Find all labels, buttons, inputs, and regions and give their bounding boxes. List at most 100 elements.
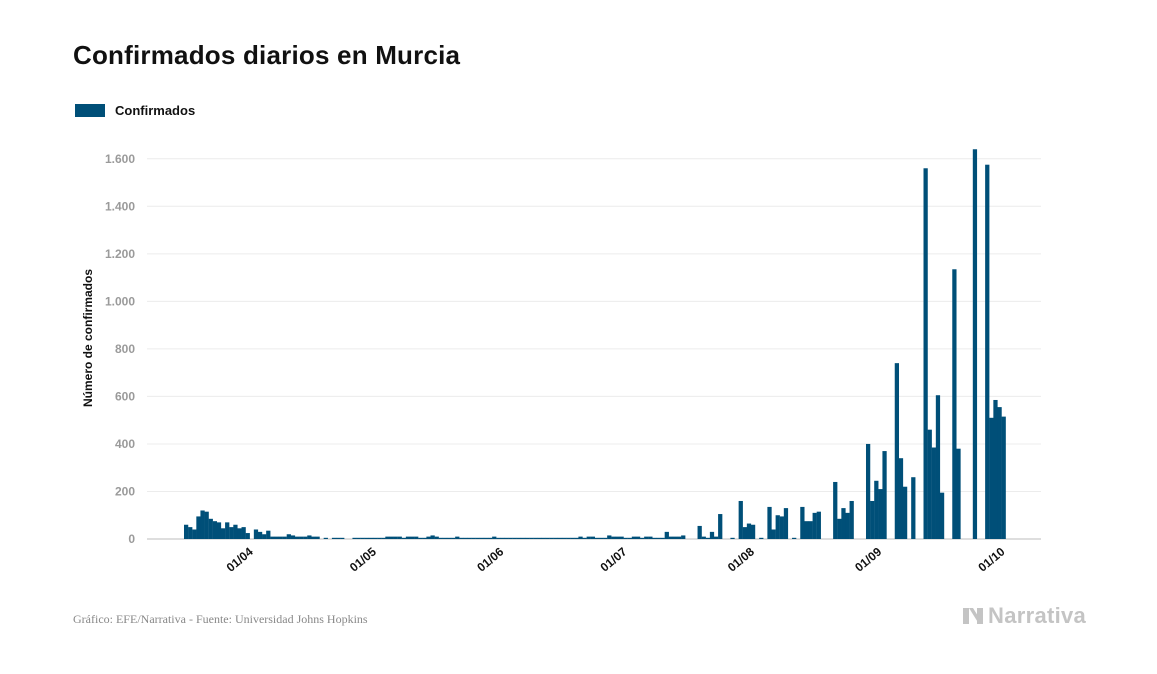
bar	[385, 536, 390, 539]
bar	[479, 537, 485, 539]
bar	[488, 537, 493, 539]
legend-label: Confirmados	[115, 103, 196, 118]
y-tick-label: 800	[115, 342, 135, 356]
bar	[389, 536, 394, 539]
bar	[212, 521, 218, 539]
bar	[459, 537, 464, 539]
bar	[520, 537, 526, 539]
bar	[775, 515, 780, 539]
bar	[833, 481, 838, 539]
bar	[500, 537, 505, 539]
bar	[750, 524, 756, 539]
bar	[405, 536, 411, 539]
bar	[590, 536, 595, 539]
bar	[438, 537, 443, 539]
bar	[290, 535, 296, 539]
bar	[1001, 416, 1006, 539]
x-tick-label: 01/08	[725, 544, 757, 574]
bar	[529, 537, 534, 539]
bar	[607, 535, 612, 539]
bar	[377, 537, 382, 539]
bar	[414, 536, 419, 539]
bar	[549, 537, 554, 539]
bar	[266, 530, 271, 539]
bar	[783, 508, 789, 539]
bar	[894, 363, 900, 539]
x-tick-label: 01/04	[224, 544, 256, 574]
footer-source: Gráfico: EFE/Narrativa - Fuente: Univers…	[73, 612, 368, 626]
bar	[331, 537, 337, 539]
bar	[594, 537, 600, 539]
bar	[742, 527, 747, 539]
bar	[578, 536, 583, 539]
bar	[623, 537, 628, 539]
bar	[381, 537, 386, 539]
narrativa-logo-icon	[963, 608, 983, 624]
x-tick-label: 01/10	[975, 544, 1007, 574]
bar	[705, 537, 711, 539]
bar	[561, 537, 567, 539]
bar	[237, 528, 242, 539]
bar	[278, 536, 283, 539]
bar	[245, 533, 250, 539]
bar	[442, 537, 448, 539]
bar	[557, 537, 563, 539]
bar	[841, 508, 846, 539]
bar	[619, 536, 624, 539]
bar	[430, 535, 435, 539]
bar	[516, 537, 522, 539]
bar	[644, 536, 649, 539]
bar	[541, 537, 546, 539]
bar	[927, 429, 932, 539]
bar	[204, 511, 209, 539]
bar	[360, 537, 365, 539]
bar	[184, 524, 189, 539]
bar	[746, 523, 752, 539]
bar	[426, 536, 431, 539]
bar	[455, 536, 460, 539]
bar	[446, 537, 452, 539]
bar	[393, 536, 398, 539]
bar	[372, 537, 378, 539]
bar	[496, 537, 501, 539]
bar	[640, 537, 645, 539]
bar	[323, 537, 328, 539]
bar	[401, 537, 407, 539]
legend-swatch	[75, 104, 105, 117]
bar	[566, 537, 571, 539]
bar	[631, 536, 637, 539]
x-tick-label: 01/06	[474, 544, 506, 574]
bar	[668, 536, 674, 539]
bar	[364, 537, 370, 539]
bar	[709, 531, 715, 539]
y-tick-label: 600	[115, 389, 135, 403]
bar	[356, 537, 361, 539]
bar	[611, 536, 616, 539]
bar	[253, 529, 259, 539]
bar	[767, 506, 772, 539]
x-tick-label: 01/09	[852, 544, 884, 574]
y-tick-label: 1.400	[105, 199, 135, 213]
x-tick-label: 01/07	[598, 544, 630, 574]
bar	[586, 536, 591, 539]
bar	[471, 537, 476, 539]
bar	[225, 522, 230, 539]
bar	[294, 536, 300, 539]
bar	[262, 534, 267, 539]
bar	[533, 537, 538, 539]
bar	[208, 518, 213, 539]
bar	[816, 511, 821, 539]
bar	[837, 518, 842, 539]
bar	[553, 537, 559, 539]
bar	[409, 536, 415, 539]
bar	[902, 486, 908, 539]
chart-title: Confirmados diarios en Murcia	[73, 40, 461, 70]
x-tick-label: 01/05	[347, 544, 379, 574]
bar	[270, 536, 275, 539]
bar	[952, 269, 957, 539]
bar	[730, 537, 735, 539]
bar	[574, 537, 579, 539]
brand-name: Narrativa	[988, 603, 1087, 628]
bar	[800, 506, 805, 539]
